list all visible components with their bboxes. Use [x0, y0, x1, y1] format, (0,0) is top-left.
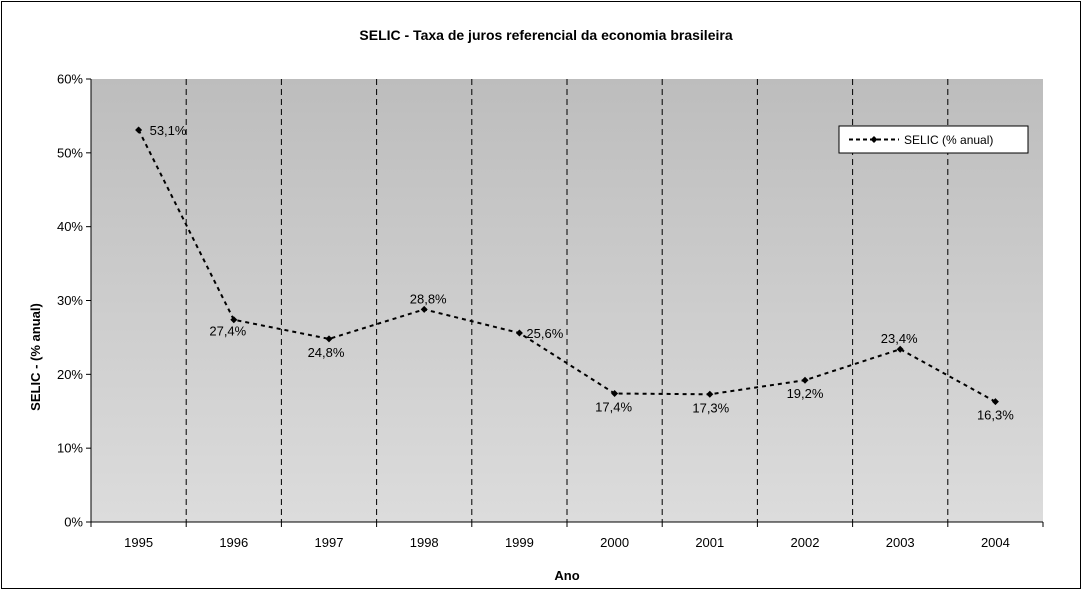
- y-tick-label: 20%: [57, 367, 83, 382]
- data-point-1998: [420, 305, 428, 313]
- data-label-1997: 24,8%: [308, 345, 345, 360]
- data-point-1995: [135, 126, 143, 134]
- legend: SELIC (% anual): [838, 125, 1029, 154]
- x-tick-label: 1999: [505, 535, 534, 550]
- data-point-1997: [325, 335, 333, 343]
- data-point-2004: [991, 398, 999, 406]
- series-line: [137, 129, 996, 403]
- y-axis-ticks: 0% 10% 20% 30% 40% 50% 60%: [57, 72, 91, 530]
- data-labels: 53,1% 27,4% 24,8% 28,8% 25,6% 17,4% 17,3% 19,2%…: [150, 123, 1015, 423]
- data-label-1995: 53,1%: [150, 123, 187, 138]
- data-label-2004: 16,3%: [977, 408, 1014, 423]
- data-label-2003: 23,4%: [881, 331, 918, 346]
- y-tick-label: 40%: [57, 219, 83, 234]
- x-tick-label: 2000: [600, 535, 629, 550]
- x-tick-label: 2003: [886, 535, 915, 550]
- x-tick-label: 1996: [219, 535, 248, 550]
- data-label-2000: 17,4%: [595, 400, 632, 415]
- data-point-1996: [230, 316, 238, 324]
- x-tick-label: 2001: [695, 535, 724, 550]
- data-label-2002: 19,2%: [787, 386, 824, 401]
- legend-marker: [870, 136, 878, 143]
- data-point-2002: [801, 376, 809, 384]
- data-label-2001: 17,3%: [692, 400, 729, 415]
- y-axis-title: SELIC - (% anual): [28, 303, 43, 411]
- x-tick-label: 2004: [981, 535, 1010, 550]
- y-tick-label: 60%: [57, 72, 83, 87]
- x-tick-label: 1997: [315, 535, 344, 550]
- x-axis-ticks: 1995 1996 1997 1998 1999 2000 2001 2002 2003 2004: [90, 522, 1044, 550]
- y-tick-label: 0%: [64, 515, 83, 530]
- legend-label: SELIC (% anual): [904, 133, 993, 147]
- data-label-1996: 27,4%: [209, 324, 246, 339]
- x-tick-label: 1998: [410, 535, 439, 550]
- chart-title: SELIC - Taxa de juros referencial da eco…: [359, 27, 732, 43]
- data-point-2000: [611, 390, 619, 398]
- data-point-2003: [896, 345, 904, 353]
- y-tick-label: 10%: [57, 441, 83, 456]
- y-tick-label: 30%: [57, 293, 83, 308]
- data-point-1999: [515, 329, 523, 337]
- data-point-2001: [706, 390, 714, 398]
- x-axis-title: Ano: [554, 568, 579, 583]
- series-selic: [135, 126, 999, 406]
- y-tick-label: 50%: [57, 145, 83, 160]
- x-tick-label: 2002: [791, 535, 820, 550]
- x-tick-label: 1995: [124, 535, 153, 550]
- data-label-1999: 25,6%: [526, 326, 563, 341]
- data-label-1998: 28,8%: [410, 291, 447, 306]
